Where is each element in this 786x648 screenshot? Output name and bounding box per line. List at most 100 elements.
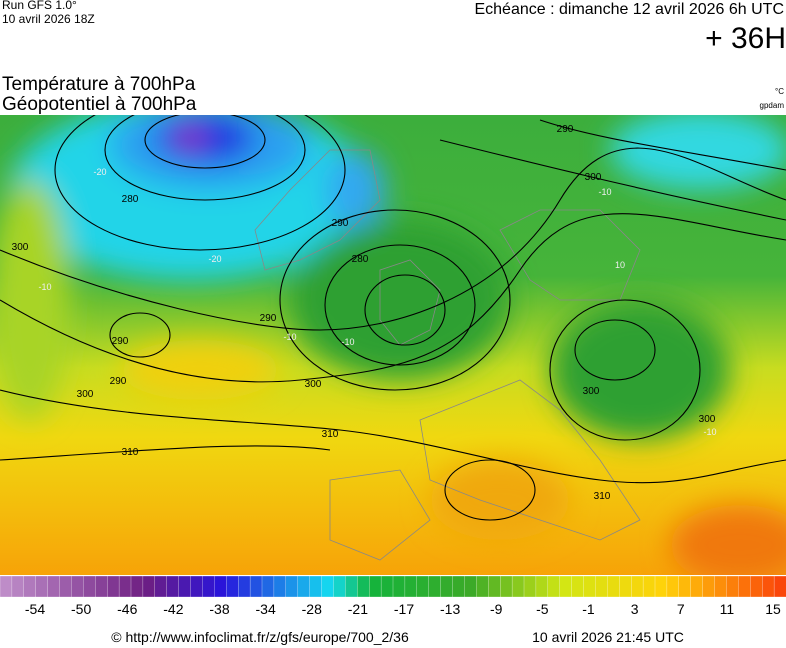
isotherm-label: 10 [615, 260, 625, 270]
colorbar-swatch [535, 575, 549, 598]
colorbar-label: 15 [765, 601, 781, 617]
colorbar-label: -1 [582, 601, 595, 617]
colorbar-swatch [440, 575, 453, 598]
colorbar-label: -46 [117, 601, 137, 617]
contour-label: 300 [305, 379, 322, 390]
colorbar-label: -9 [490, 601, 503, 617]
colorbar-swatch [142, 575, 156, 598]
colorbar-label: -54 [25, 601, 45, 617]
contour-label: 300 [77, 389, 94, 400]
colorbar-label: -34 [256, 601, 276, 617]
contour-label: 290 [260, 313, 277, 324]
contour-label: 310 [322, 429, 339, 440]
colorbar-swatch [23, 575, 37, 598]
isotherm-label: -20 [93, 167, 106, 177]
isotherm-label: -10 [598, 187, 611, 197]
contour-label: 300 [699, 414, 716, 425]
map-title: Température à 700hPa [2, 74, 196, 95]
colorbar-swatch [357, 575, 370, 598]
contour-label: 280 [352, 254, 369, 265]
colorbar-swatch [261, 575, 275, 598]
colorbar-swatch [595, 575, 608, 598]
colorbar-swatch [404, 575, 418, 598]
colorbar-swatch [726, 575, 739, 598]
colorbar-swatch [297, 575, 311, 598]
isotherm-label: -10 [283, 332, 296, 342]
colorbar-swatch [690, 575, 704, 598]
colorbar-swatch [571, 575, 584, 598]
isotherm-label: -10 [341, 337, 354, 347]
colorbar-swatch [214, 575, 227, 598]
contour-label: 290 [112, 336, 129, 347]
colorbar-swatch [321, 575, 334, 598]
colorbar-swatch [714, 575, 727, 598]
colorbar-swatch [71, 575, 84, 598]
coastlines [254, 149, 641, 561]
colorbar-swatch [333, 575, 346, 598]
issue-time: 10 avril 2026 21:45 UTC [532, 629, 684, 645]
lead-time: + 36H [705, 22, 786, 55]
temperature-field [0, 115, 786, 575]
colorbar-swatch [309, 575, 322, 598]
isotherm-label: -20 [208, 254, 221, 264]
colorbar-swatch [273, 575, 287, 598]
map-area [0, 115, 786, 575]
contour-label: 300 [585, 172, 602, 183]
colorbar-swatch [773, 575, 786, 598]
colorbar-swatch [369, 575, 382, 598]
colorbar-swatch [118, 575, 132, 598]
colorbar-swatch [654, 575, 668, 598]
contour-labels: 280 290 300 280 290 290 300 300 310 310 310 300 300 3… [12, 124, 717, 502]
colorbar-swatch [190, 575, 203, 598]
colorbar-swatch [702, 575, 715, 598]
colorbar-label: 11 [720, 601, 735, 617]
colorbar-label: -17 [394, 601, 414, 617]
colorbar-swatch [523, 575, 537, 598]
forecast-time: Echéance : dimanche 12 avril 2026 6h UTC [474, 1, 784, 18]
run-date: 10 avril 2026 18Z [2, 12, 95, 26]
contour-label: 310 [594, 491, 611, 502]
isotherm-label: -10 [703, 427, 716, 437]
colorbar-label: 7 [677, 601, 685, 617]
colorbar-swatch [130, 575, 144, 598]
colorbar-label: -21 [348, 601, 368, 617]
colorbar-swatch [619, 575, 632, 598]
colorbar-swatch [249, 575, 263, 598]
colorbar-label: -50 [71, 601, 91, 617]
isotherm-label: -10 [38, 282, 51, 292]
colorbar-label: 3 [631, 601, 639, 617]
colorbar-swatch [500, 575, 513, 598]
colorbar-swatch [464, 575, 477, 598]
colorbar-swatch [416, 575, 430, 598]
colorbar-swatch [345, 575, 358, 598]
colorbar-label: -5 [536, 601, 549, 617]
colorbar-swatch [678, 575, 692, 598]
colorbar-swatch [511, 575, 525, 598]
colorbar-swatch [238, 575, 251, 598]
colorbar-swatch [59, 575, 72, 598]
contour-label: 300 [583, 386, 600, 397]
colorbar-label: -42 [163, 601, 183, 617]
unit-geopot: gpdam [760, 101, 785, 110]
colorbar-swatch [488, 575, 501, 598]
colorbar-label: -28 [302, 601, 322, 617]
colorbar-swatch [380, 575, 394, 598]
unit-temp: °C [775, 87, 784, 96]
colorbar-swatch [166, 575, 180, 598]
colorbar-swatch [226, 575, 239, 598]
map-subtitle: Géopotentiel à 700hPa [2, 94, 197, 115]
colorbar-swatch [95, 575, 108, 598]
contour-label: 300 [12, 242, 29, 253]
colorbar-swatch [476, 575, 489, 598]
colorbar-swatch [202, 575, 215, 598]
colorbar-swatch [47, 575, 60, 598]
colorbar-swatch [178, 575, 191, 598]
colorbar-swatch [428, 575, 442, 598]
colorbar-swatch [154, 575, 168, 598]
colorbar-label: -38 [209, 601, 229, 617]
contour-label: 290 [557, 124, 574, 135]
colorbar-swatch [285, 575, 299, 598]
contour-label: 310 [122, 447, 139, 458]
colorbar-swatch [583, 575, 596, 598]
